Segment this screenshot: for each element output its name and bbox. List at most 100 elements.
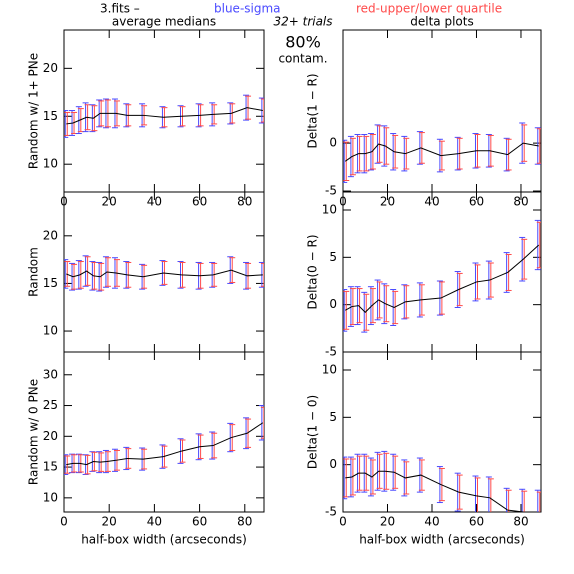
- y-axis-label: Delta(1 − R): [306, 73, 320, 148]
- quartile-error-bar: [369, 288, 376, 324]
- y-tick-label: 5: [329, 410, 337, 424]
- quartile-legend: red-upper/lower quartile: [356, 2, 502, 16]
- sigma-error-bar: [102, 256, 109, 288]
- trials-label: 32+ trials: [273, 15, 332, 29]
- quartile-error-bar: [536, 491, 541, 512]
- plot-area: [343, 219, 541, 333]
- panel-title: average medians: [112, 15, 216, 29]
- y-tick-label: 15: [43, 460, 58, 474]
- sigma-error-bar: [96, 99, 103, 128]
- median-line: [344, 142, 539, 162]
- y-tick-label: 20: [43, 429, 58, 443]
- sigma-error-bar: [343, 456, 348, 500]
- median-line: [66, 107, 263, 125]
- x-tick-label: 40: [424, 195, 439, 209]
- quartile-error-bar: [356, 288, 363, 324]
- sigma-error-bar: [89, 261, 96, 291]
- quartile-error-bar: [521, 238, 528, 280]
- y-tick-label: 10: [43, 324, 58, 338]
- x-tick-label: 80: [513, 515, 528, 529]
- y-tick-label: 15: [43, 109, 58, 123]
- x-tick-label: 40: [424, 515, 439, 529]
- y-tick-label: 20: [43, 228, 58, 242]
- quartile-error-bar: [98, 262, 105, 291]
- x-tick-label: 60: [192, 195, 207, 209]
- panel-frame: [342, 351, 542, 513]
- y-tick-label: 10: [322, 362, 337, 376]
- sigma-error-bar: [534, 219, 541, 271]
- quartile-error-bar: [521, 490, 528, 512]
- quartile-error-bar: [383, 127, 390, 165]
- y-tick-label: -5: [325, 345, 337, 359]
- quartile-error-bar: [245, 418, 252, 448]
- sigma-error-bar: [64, 454, 69, 475]
- x-tick-label: 20: [380, 515, 395, 529]
- x-tick-label: 60: [469, 515, 484, 529]
- plot-area: [64, 94, 264, 138]
- x-tick-label: 0: [60, 515, 68, 529]
- x-tick-label: 80: [237, 195, 252, 209]
- y-tick-label: -5: [325, 505, 337, 519]
- x-axis-label: half-box width (arcseconds): [81, 533, 247, 547]
- panel-frame: [63, 351, 265, 513]
- x-tick-label: 80: [237, 515, 252, 529]
- y-tick-label: 10: [43, 157, 58, 171]
- sigma-error-bar: [64, 110, 69, 138]
- quartile-error-bar: [505, 138, 512, 171]
- y-tick-label: 10: [322, 202, 337, 216]
- sigma-error-bar: [503, 487, 510, 512]
- sigma-error-bar: [374, 124, 381, 164]
- panel-frame: [342, 191, 542, 353]
- y-tick-label: 0: [329, 136, 337, 150]
- y-tick-label: 10: [43, 490, 58, 504]
- median-line: [345, 470, 526, 512]
- sigma-error-bar: [519, 236, 526, 282]
- sigma-legend: blue-sigma: [214, 2, 281, 16]
- quartile-error-bar: [343, 141, 350, 181]
- sigma-error-bar: [390, 133, 397, 171]
- contam-pct: 80%: [285, 33, 321, 52]
- file-label: 3.fits –: [100, 2, 140, 16]
- quartile-error-bar: [363, 293, 370, 331]
- sigma-error-bar: [347, 135, 354, 178]
- median-line: [66, 269, 263, 278]
- contam-label: contam.: [278, 52, 327, 66]
- y-tick-label: 15: [43, 276, 58, 290]
- y-tick-label: 30: [43, 367, 58, 381]
- x-tick-label: 20: [102, 195, 117, 209]
- sigma-error-bar: [374, 279, 381, 321]
- x-tick-label: 0: [339, 515, 347, 529]
- sigma-error-bar: [343, 139, 348, 183]
- x-axis-label: half-box width (arcseconds): [359, 533, 525, 547]
- x-tick-label: 20: [380, 195, 395, 209]
- sigma-error-bar: [343, 289, 348, 332]
- x-tick-label: 60: [192, 515, 207, 529]
- quartile-error-bar: [260, 262, 264, 287]
- plot-area: [343, 122, 541, 183]
- y-tick-label: 5: [329, 250, 337, 264]
- plot-area: [343, 450, 541, 512]
- y-axis-label: Delta(0 − R): [306, 234, 320, 309]
- y-tick-label: -5: [325, 184, 337, 198]
- x-tick-label: 80: [513, 195, 528, 209]
- quartile-error-bar: [505, 253, 512, 291]
- quartile-error-bar: [369, 459, 376, 495]
- x-tick-label: 40: [147, 515, 162, 529]
- quartile-error-bar: [260, 406, 264, 439]
- quartile-error-bar: [369, 133, 376, 170]
- sigma-error-bar: [258, 405, 264, 441]
- quartile-error-bar: [536, 128, 541, 164]
- plot-area: [64, 255, 264, 292]
- x-tick-label: 60: [469, 195, 484, 209]
- sigma-error-bar: [374, 451, 381, 491]
- sigma-error-bar: [361, 291, 368, 333]
- y-axis-label: Random w/ 0 PNe: [27, 379, 41, 485]
- quartile-error-bar: [260, 98, 264, 123]
- y-tick-label: 0: [329, 457, 337, 471]
- y-axis-label: Random: [27, 247, 41, 297]
- quartile-error-bar: [487, 478, 494, 512]
- quartile-error-bar: [84, 256, 91, 286]
- y-axis-label: Delta(1 − 0): [306, 395, 320, 469]
- median-line: [344, 244, 540, 313]
